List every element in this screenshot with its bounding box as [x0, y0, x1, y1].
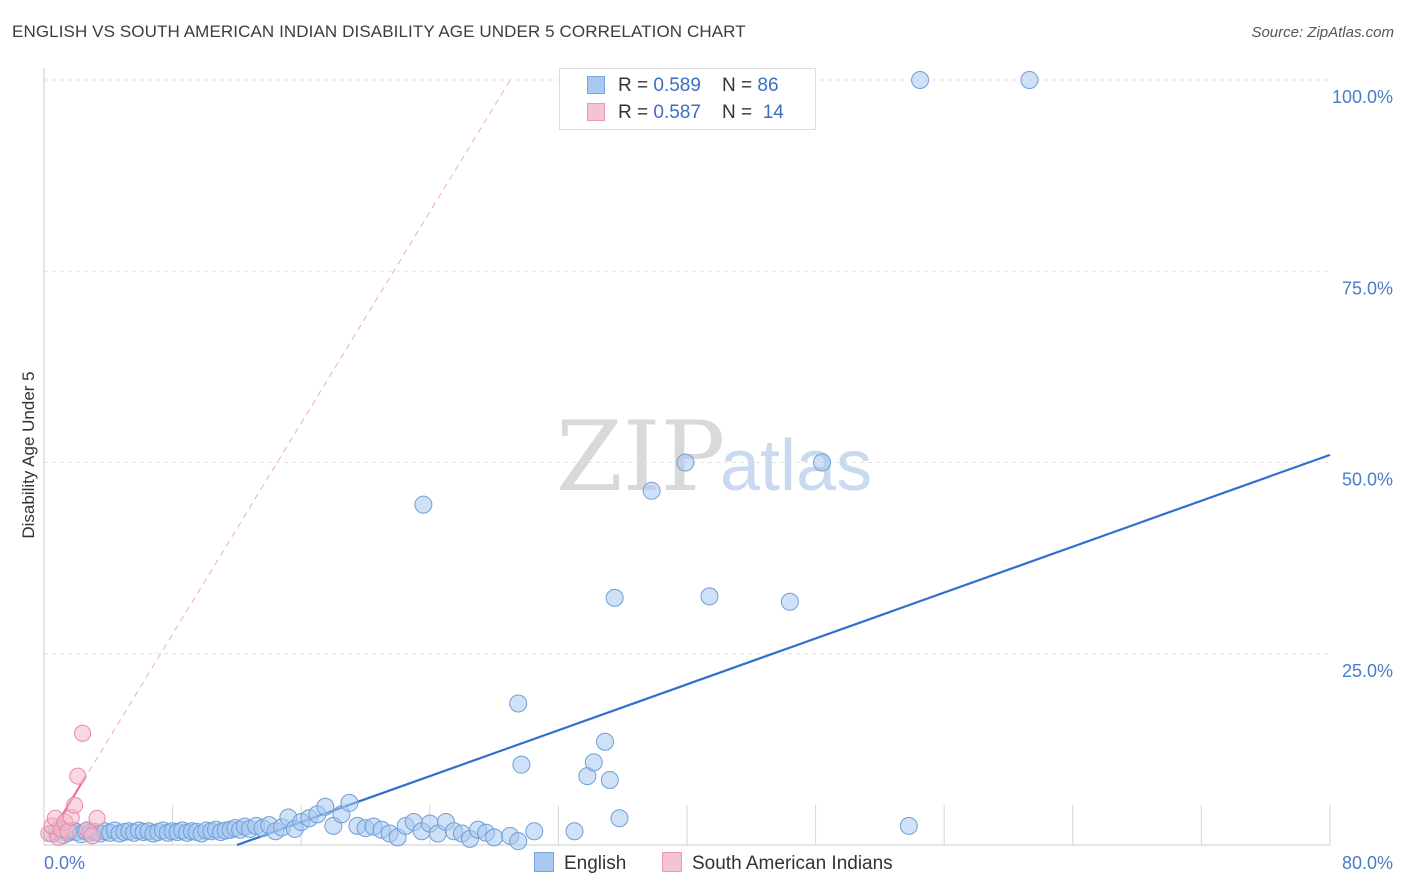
english-n-value: 86: [757, 75, 779, 96]
source-label: Source: ZipAtlas.com: [1251, 24, 1394, 41]
english-r-label: R =: [618, 75, 654, 96]
english-point: [512, 755, 531, 774]
chart-title: ENGLISH VS SOUTH AMERICAN INDIAN DISABIL…: [12, 22, 746, 41]
x-tick-label: 0.0%: [44, 853, 85, 873]
english-point: [316, 797, 335, 816]
sai-point: [83, 827, 101, 845]
y-axis-label: Disability Age Under 5: [19, 371, 38, 538]
english-point: [1020, 71, 1039, 89]
english-point: [584, 753, 603, 772]
y-tick-label: 50.0%: [1342, 470, 1393, 490]
english-point: [414, 495, 433, 514]
y-tick-label: 25.0%: [1342, 661, 1393, 681]
sai-r-value: 0.587: [653, 102, 701, 123]
sai-point: [74, 724, 92, 742]
english-point: [605, 588, 624, 607]
sai-r-label: R =: [618, 102, 654, 123]
english-point: [676, 453, 695, 472]
legend-english-swatch: [534, 852, 554, 872]
english-point: [813, 453, 832, 472]
tick-labels: 25.0% 50.0% 75.0% 100.0% 0.0% 80.0%: [44, 87, 1393, 873]
english-point: [700, 587, 719, 606]
watermark-atlas: atlas: [720, 426, 872, 506]
english-swatch: [587, 76, 605, 94]
sai-swatch: [587, 103, 605, 121]
sai-n-label: N =: [722, 102, 758, 123]
english-point: [509, 694, 528, 713]
english-point: [899, 816, 918, 835]
watermark: ZIP atlas: [556, 401, 872, 513]
stats-legend: R = 0.589 N = 86 R = 0.587 N = 14: [559, 68, 816, 130]
english-point: [596, 732, 615, 751]
english-r-value: 0.589: [653, 75, 701, 96]
legend-sai-label: South American Indians: [692, 853, 893, 874]
sai-point: [59, 822, 77, 840]
english-point: [509, 832, 528, 851]
legend-english-label: English: [564, 853, 627, 874]
x-tick-label: 80.0%: [1342, 853, 1393, 873]
english-point: [780, 592, 799, 611]
english-point: [911, 71, 930, 89]
series-legend: English South American Indians: [0, 852, 1406, 878]
trend-line-english-0: [236, 453, 1331, 847]
legend-item-sai: South American Indians: [662, 852, 893, 875]
south-american-indian-points: [40, 724, 106, 846]
english-point: [525, 822, 544, 841]
english-point: [565, 822, 584, 841]
english-point: [340, 793, 359, 812]
sai-point: [69, 767, 87, 785]
sai-n-value: 14: [762, 102, 784, 123]
axes: [43, 68, 1330, 846]
english-point: [600, 770, 619, 789]
legend-sai-swatch: [662, 852, 682, 872]
english-point: [642, 481, 661, 500]
trend-line-sai-2: [48, 79, 511, 838]
english-points: [43, 71, 1039, 851]
english-point: [485, 828, 504, 847]
sai-point: [66, 796, 84, 814]
english-n-label: N =: [722, 75, 758, 96]
legend-item-english: English: [534, 852, 626, 875]
watermark-zip: ZIP: [556, 401, 725, 513]
y-tick-label: 75.0%: [1342, 278, 1393, 298]
english-point: [610, 809, 629, 828]
y-tick-label: 100.0%: [1332, 87, 1393, 107]
sai-point: [88, 809, 106, 827]
